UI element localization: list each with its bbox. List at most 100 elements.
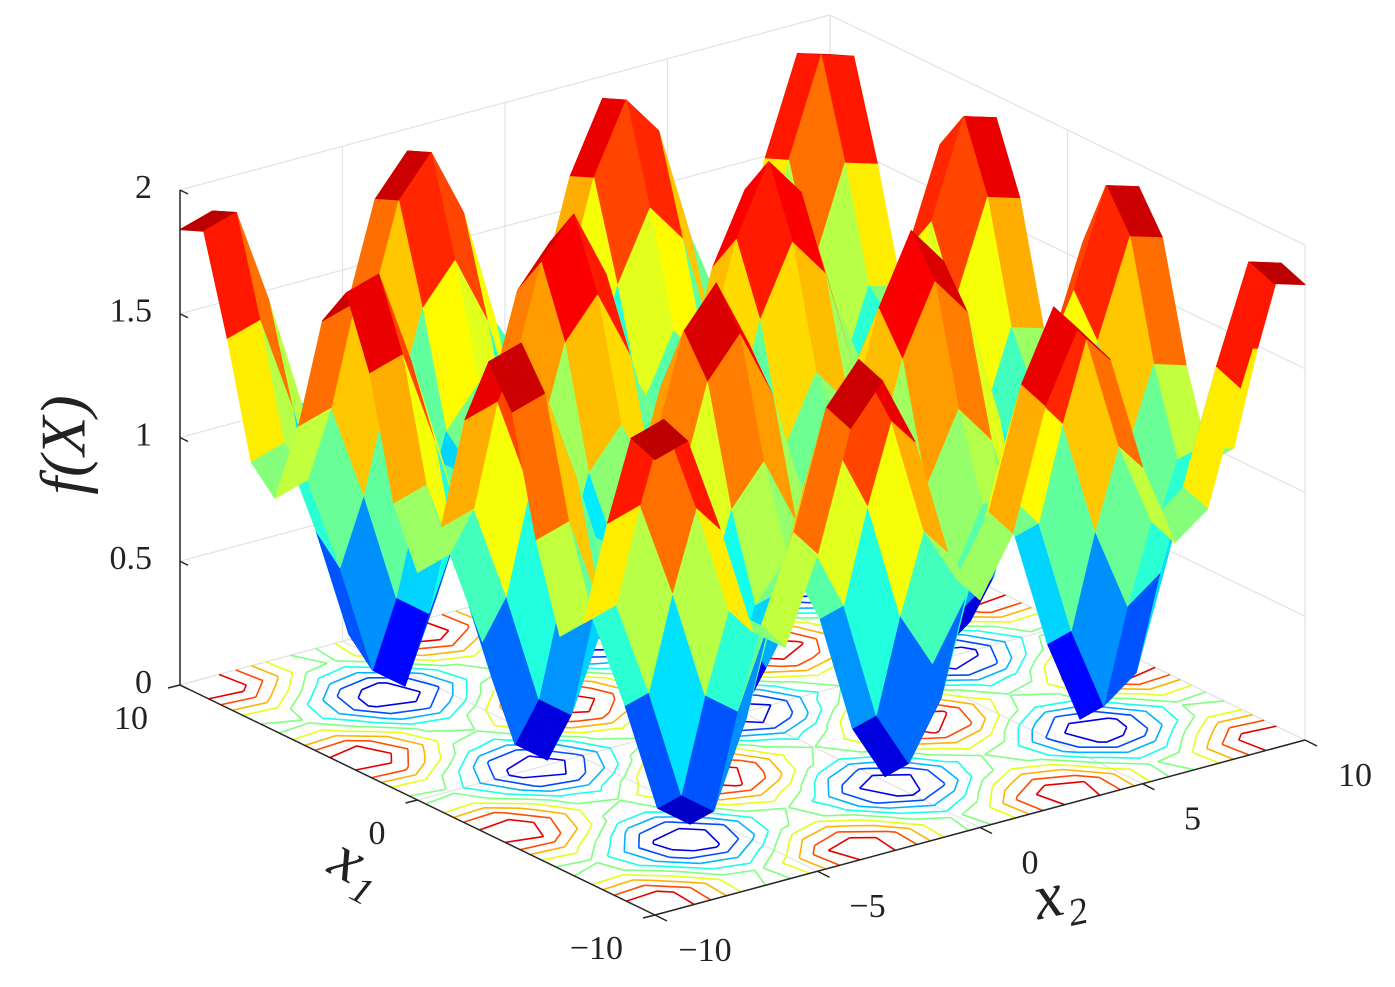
contour-line: [919, 747, 942, 751]
contour-line: [989, 806, 1017, 819]
contour-line: [1063, 723, 1070, 734]
contour-line: [762, 830, 770, 846]
contour-line: [842, 792, 874, 804]
contour-line: [1032, 774, 1075, 781]
contour-line: [422, 744, 426, 755]
contour-line: [1018, 744, 1050, 756]
contour-line: [591, 687, 614, 695]
contour-line: [339, 677, 368, 690]
contour-line: [516, 797, 551, 801]
x2-tick: [654, 914, 668, 922]
contour-line: [964, 634, 1000, 642]
contour-line: [827, 837, 851, 852]
contour-line: [781, 824, 790, 830]
contour-line: [644, 884, 691, 889]
contour-line: [443, 802, 475, 814]
contour-line: [812, 651, 821, 659]
contour-line: [1184, 715, 1196, 732]
contour-line: [997, 713, 1000, 716]
contour-line: [816, 699, 823, 710]
contour-line: [652, 827, 680, 842]
contour-line: [1154, 724, 1163, 742]
contour-line: [458, 751, 470, 772]
z-axis-label: f(X): [28, 395, 99, 495]
z-tick-label: 0.5: [110, 540, 153, 577]
contour-line: [597, 861, 624, 871]
contour-line: [802, 722, 817, 733]
contour-line: [753, 744, 763, 748]
contour-line: [817, 673, 821, 677]
contour-line: [479, 818, 509, 831]
contour-line: [564, 828, 579, 848]
contour-line: [797, 657, 814, 667]
contour-line: [441, 613, 469, 626]
contour-line: [1192, 751, 1220, 764]
contour-line: [340, 713, 388, 720]
contour-line: [452, 730, 478, 745]
contour-line: [744, 807, 786, 813]
contour-line: [316, 678, 320, 685]
contour-line: [306, 703, 324, 719]
contour-line: [886, 816, 913, 820]
contour-line: [783, 643, 804, 660]
contour-line: [749, 851, 759, 864]
contour-line: [774, 828, 783, 848]
contour-line: [933, 802, 938, 806]
contour-line: [278, 722, 310, 734]
contour-line: [788, 789, 802, 808]
contour-line: [541, 779, 579, 788]
contour-line: [409, 788, 447, 797]
contour-line: [1021, 768, 1063, 775]
contour-line: [336, 688, 342, 697]
contour-line: [1149, 678, 1181, 691]
x1-tick: [642, 914, 656, 919]
contour-line: [1129, 768, 1151, 783]
contour-line: [493, 688, 497, 691]
z-tick-label: 1: [135, 416, 152, 453]
contour-line: [451, 628, 469, 647]
contour-line: [990, 714, 1001, 736]
contour-line: [549, 817, 562, 834]
contour-line: [457, 770, 465, 788]
contour-line: [988, 734, 992, 737]
contour-line: [1145, 710, 1148, 714]
contour-line: [754, 869, 767, 886]
contour-line: [436, 740, 442, 759]
contour-line: [922, 824, 945, 838]
contour-line: [689, 851, 728, 860]
contour-line: [1157, 760, 1195, 771]
contour-line: [945, 724, 971, 739]
contour-line: [899, 810, 947, 815]
contour-line: [682, 870, 724, 876]
contour-line: [827, 778, 830, 797]
contour-line: [405, 677, 433, 686]
contour-line: [550, 784, 589, 793]
contour-line: [1028, 758, 1042, 762]
z-tick-label: 2: [135, 169, 152, 206]
contour-line: [322, 699, 339, 713]
contour-line: [309, 683, 318, 700]
contour-line: [367, 725, 417, 730]
contour-line: [791, 820, 817, 836]
contour-line: [1049, 754, 1089, 759]
contour-line: [591, 874, 623, 886]
contour-line: [907, 756, 946, 763]
contour-line: [595, 751, 606, 768]
contour-line: [1181, 704, 1196, 717]
contour-line: [276, 691, 289, 709]
contour-line: [556, 743, 597, 753]
contour-line: [1020, 637, 1028, 655]
contour-line: [584, 736, 596, 740]
contour-line: [1130, 703, 1163, 708]
contour-line: [736, 767, 744, 785]
contour-line: [329, 673, 355, 685]
contour-line: [506, 793, 562, 797]
contour-line: [707, 817, 738, 822]
contour-line: [825, 725, 829, 730]
contour-line: [601, 772, 615, 787]
contour-line: [719, 878, 742, 893]
contour-line: [704, 829, 721, 845]
contour-line: [368, 705, 377, 708]
contour-line: [586, 824, 593, 834]
contour-line: [1053, 716, 1056, 719]
